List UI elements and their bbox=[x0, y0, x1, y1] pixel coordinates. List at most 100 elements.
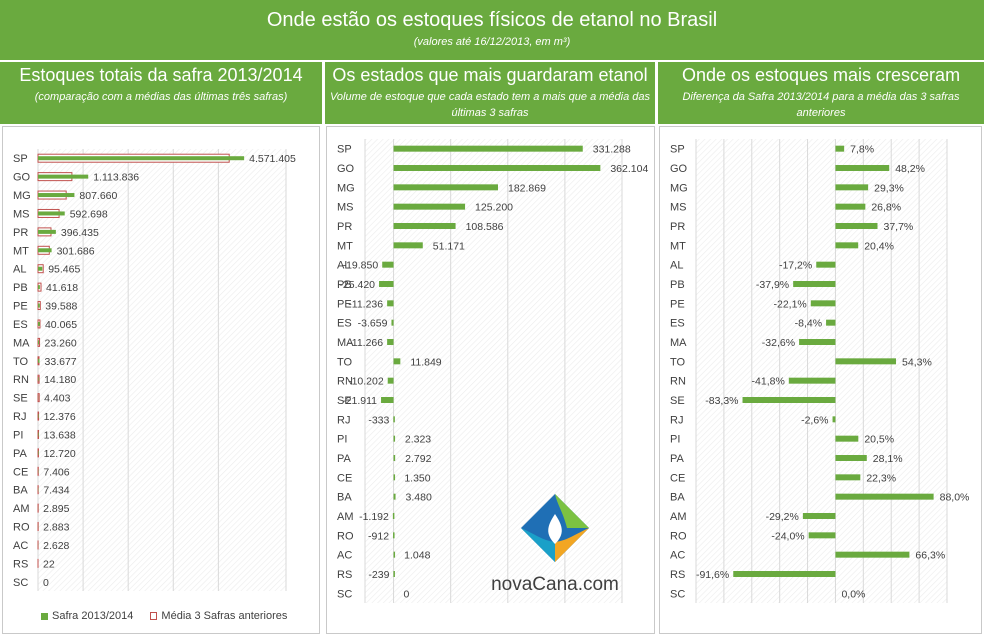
category-label: SC bbox=[13, 577, 28, 589]
legend-swatch-red bbox=[150, 612, 158, 621]
data-label: 20,4% bbox=[864, 240, 894, 252]
category-label: PI bbox=[337, 434, 347, 446]
bar bbox=[835, 242, 859, 249]
bar-safra bbox=[38, 211, 65, 216]
data-label: -25.420 bbox=[339, 279, 375, 291]
panel-subtitle: (comparação com a médias das últimas trê… bbox=[34, 91, 288, 103]
category-label: RJ bbox=[13, 411, 26, 423]
category-label: TO bbox=[670, 356, 686, 368]
category-label: MA bbox=[670, 337, 687, 349]
data-label: -37,9% bbox=[756, 279, 789, 291]
data-label: -239 bbox=[368, 569, 389, 581]
data-label: -3.659 bbox=[358, 318, 388, 330]
category-label: RO bbox=[337, 530, 354, 542]
category-label: RS bbox=[13, 558, 28, 570]
panel-header-growth: Onde os estoques mais cresceram Diferenç… bbox=[658, 62, 984, 124]
bar bbox=[393, 242, 423, 249]
legend-label: Safra 2013/2014 bbox=[52, 610, 134, 622]
data-label: 2.792 bbox=[405, 453, 431, 465]
data-label: 7.434 bbox=[43, 485, 69, 497]
bar bbox=[393, 416, 395, 423]
bar-safra bbox=[38, 266, 43, 271]
bar bbox=[387, 300, 394, 307]
chart-panel-difference: SP 331.288 GO 362.104 MG 182.869 MS 125.200 PR 10… bbox=[326, 126, 655, 634]
category-label: AC bbox=[337, 550, 352, 562]
category-label: MG bbox=[13, 190, 31, 202]
data-label: 4.571.405 bbox=[249, 153, 296, 165]
category-label: SC bbox=[670, 588, 685, 600]
data-label: -41,8% bbox=[752, 376, 785, 388]
difference-bar-chart: SP 331.288 GO 362.104 MG 182.869 MS 125.200 PR 10… bbox=[337, 139, 648, 603]
main-title: Onde estão os estoques físicos de etanol… bbox=[266, 9, 718, 31]
category-label: MA bbox=[337, 337, 354, 349]
bar-safra bbox=[38, 193, 75, 198]
data-label: 396.435 bbox=[61, 227, 99, 239]
data-label: 807.660 bbox=[79, 190, 117, 202]
bar bbox=[393, 493, 396, 500]
category-label: MT bbox=[670, 240, 686, 252]
data-label: 14.180 bbox=[44, 374, 76, 386]
panel-header-difference: Os estados que mais guardaram etanol Vol… bbox=[325, 62, 655, 124]
data-label: 2.323 bbox=[405, 434, 431, 446]
category-label: AL bbox=[670, 260, 683, 272]
data-label: 33.677 bbox=[45, 356, 77, 368]
bar bbox=[393, 455, 396, 461]
category-label: PA bbox=[337, 453, 352, 465]
category-label: PR bbox=[337, 221, 352, 233]
category-label: BA bbox=[670, 492, 685, 504]
data-label: -21.911 bbox=[342, 395, 377, 407]
category-label: ES bbox=[337, 318, 352, 330]
bar bbox=[835, 223, 878, 229]
bar bbox=[816, 261, 836, 268]
category-label: PB bbox=[670, 279, 685, 291]
data-label: 39.588 bbox=[45, 301, 77, 313]
chart-panel-growth: SP 7,8% GO 48,2% MG 29,3% MS 26,8% PR 37,7% MT 20,4… bbox=[659, 126, 982, 634]
data-label: -333 bbox=[368, 414, 389, 426]
legend-item-media: Média 3 Safras anteriores bbox=[150, 610, 287, 622]
bar bbox=[387, 377, 394, 384]
legend-swatch-green bbox=[41, 612, 48, 620]
data-label: 2.895 bbox=[43, 503, 69, 515]
data-label: 182.869 bbox=[508, 182, 546, 194]
bar bbox=[393, 203, 466, 210]
data-label: 4.403 bbox=[44, 393, 70, 405]
category-label: AM bbox=[337, 511, 354, 523]
category-label: PB bbox=[13, 282, 28, 294]
category-label: RN bbox=[670, 376, 686, 388]
category-label: MS bbox=[13, 208, 30, 220]
main-header: Onde estão os estoques físicos de etanol… bbox=[0, 0, 984, 60]
data-label: 125.200 bbox=[475, 202, 513, 214]
category-label: AL bbox=[337, 260, 350, 272]
data-label: 41.618 bbox=[46, 282, 78, 294]
category-label: RN bbox=[337, 376, 353, 388]
data-label: 592.698 bbox=[70, 208, 108, 220]
data-label: -32,6% bbox=[762, 337, 795, 349]
category-label: PR bbox=[670, 221, 685, 233]
data-label: 40.065 bbox=[45, 319, 77, 331]
bar-safra bbox=[38, 321, 40, 326]
data-label: 11.849 bbox=[410, 356, 441, 368]
legend-item-safra: Safra 2013/2014 bbox=[41, 610, 133, 622]
category-label: CE bbox=[337, 472, 352, 484]
bar-safra bbox=[38, 303, 40, 308]
category-label: RS bbox=[670, 569, 685, 581]
chart-panel-totals: SP 4.571.405 GO 1.113.836 MG 807.660 MS 592.698… bbox=[2, 126, 320, 634]
bar-safra bbox=[38, 340, 40, 345]
category-label: SP bbox=[13, 153, 28, 165]
category-label: BA bbox=[337, 492, 352, 504]
category-label: SE bbox=[337, 395, 352, 407]
data-label: 301.686 bbox=[57, 245, 95, 257]
bar-safra bbox=[38, 377, 39, 382]
bar bbox=[393, 571, 395, 577]
category-label: MS bbox=[337, 202, 354, 214]
panel-title: Estoques totais da safra 2013/2014 bbox=[19, 65, 303, 85]
bar-safra bbox=[38, 285, 40, 290]
totals-bar-chart: SP 4.571.405 GO 1.113.836 MG 807.660 MS 592.698… bbox=[13, 149, 296, 591]
bar bbox=[835, 435, 859, 442]
category-label: PI bbox=[670, 434, 680, 446]
category-label: RO bbox=[670, 530, 687, 542]
data-label: -912 bbox=[368, 530, 389, 542]
category-label: MA bbox=[13, 337, 30, 349]
bar bbox=[835, 493, 934, 500]
data-label: 108.586 bbox=[466, 221, 504, 233]
